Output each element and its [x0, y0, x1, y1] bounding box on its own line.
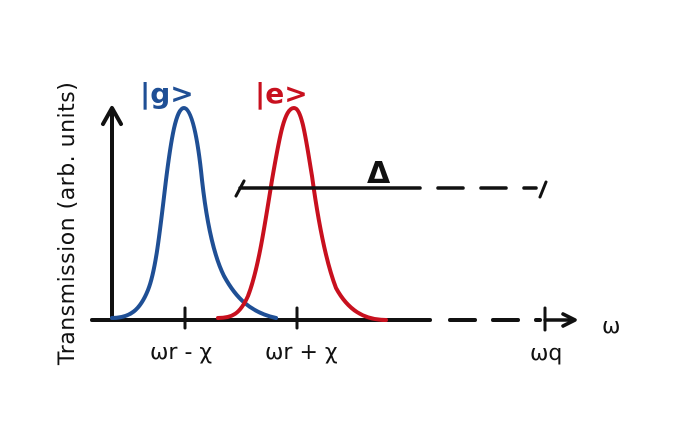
x-axis-arrowhead-icon — [561, 312, 577, 328]
y-axis-arrowhead-icon — [101, 106, 123, 126]
excited-state-transmission-curve — [216, 106, 388, 322]
excited-state-label: |e> — [255, 77, 308, 110]
ground-peak-frequency-label: ωr - χ — [150, 340, 212, 365]
x-axis-label: ω — [602, 314, 620, 339]
ground-state-label: |g> — [140, 77, 194, 110]
y-axis-label: Transmission (arb. units) — [55, 82, 80, 366]
detuning-left-end-tick — [234, 179, 246, 198]
qubit-frequency-label: ωq — [530, 341, 562, 366]
detuning-right-end-tick — [538, 180, 548, 199]
ground-state-transmission-curve — [110, 106, 278, 320]
detuning-label: Δ — [367, 156, 391, 191]
excited-peak-frequency-label: ωr + χ — [265, 340, 338, 365]
